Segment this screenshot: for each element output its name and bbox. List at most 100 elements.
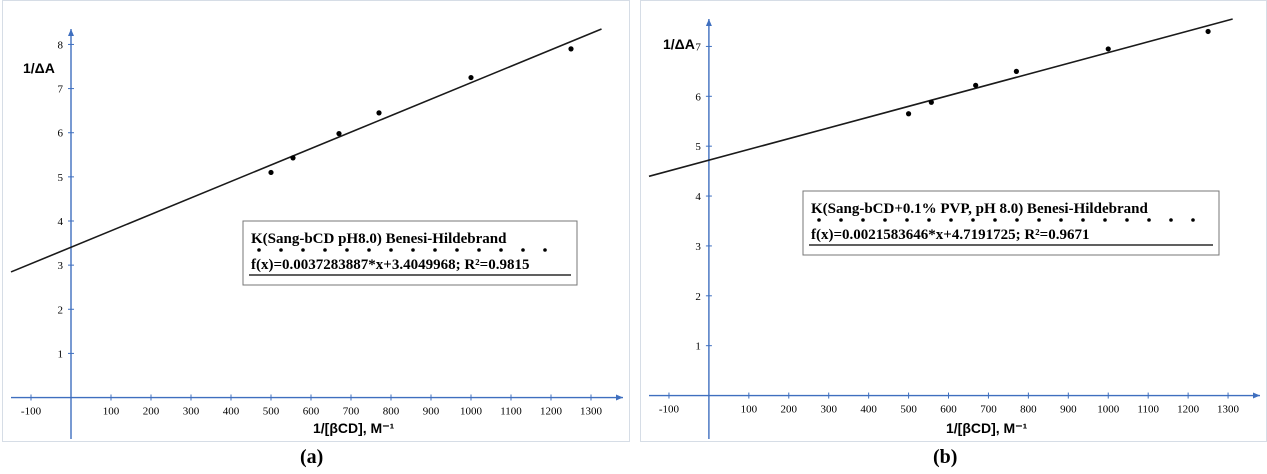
x-tick-label: 300: [183, 406, 200, 418]
x-tick-label: -100: [659, 404, 680, 416]
x-tick-label: 200: [781, 404, 798, 416]
y-tick-label: 6: [58, 128, 64, 140]
x-tick-label: 200: [143, 406, 160, 418]
legend-box: [802, 190, 1220, 256]
y-tick-label: 8: [58, 39, 64, 51]
data-point: [1013, 68, 1019, 74]
x-tick-label: -100: [21, 406, 42, 418]
legend-dot: [971, 218, 975, 222]
fit-line: [10, 28, 602, 273]
legend-dot: [1081, 218, 1085, 222]
legend-dot: [949, 218, 953, 222]
legend-dot: [433, 248, 437, 252]
legend-line2: f(x)=0.0037283887*x+3.4049968; R²=0.9815: [251, 257, 529, 273]
x-tick-label: 600: [303, 406, 320, 418]
legend-dot: [927, 218, 931, 222]
data-point: [568, 46, 574, 52]
data-point: [376, 110, 382, 116]
x-tick-label: 100: [741, 404, 758, 416]
legend-dot: [477, 248, 481, 252]
legend-dot: [1125, 218, 1129, 222]
y-tick-label: 5: [695, 141, 701, 153]
y-tick-label: 6: [695, 91, 701, 103]
legend-dot: [301, 248, 305, 252]
y-tick-label: 2: [695, 291, 701, 303]
legend-dot: [1191, 218, 1195, 222]
x-tick-label: 1300: [1217, 404, 1240, 416]
x-axis-title: 1/[βCD], M⁻¹: [946, 420, 1028, 436]
legend-dot: [1103, 218, 1107, 222]
data-point: [336, 131, 342, 137]
legend-dot: [1169, 218, 1173, 222]
legend-line1: K(Sang-bCD+0.1% PVP, pH 8.0) Benesi-Hild…: [811, 201, 1148, 217]
data-point: [905, 111, 912, 117]
y-tick-label: 2: [58, 304, 64, 316]
legend-line1: K(Sang-bCD pH8.0) Benesi-Hildebrand: [251, 231, 507, 247]
legend-dot: [905, 218, 909, 222]
x-tick-label: 800: [1020, 404, 1037, 416]
data-point: [1205, 28, 1211, 35]
x-tick-label: 600: [940, 404, 957, 416]
legend-dot: [1147, 218, 1151, 222]
legend-dot: [1037, 218, 1041, 222]
data-point: [973, 82, 979, 88]
data-point: [928, 99, 934, 105]
legend-dot: [455, 248, 459, 252]
x-tick-label: 500: [263, 406, 280, 418]
x-tick-label: 100: [103, 406, 120, 418]
data-point: [268, 169, 274, 176]
x-tick-label: 500: [900, 404, 917, 416]
x-tick-label: 1100: [1137, 404, 1159, 416]
legend-dot: [839, 218, 843, 222]
legend-dot: [993, 218, 997, 222]
legend-dot: [817, 218, 821, 222]
x-tick-label: 1200: [1177, 404, 1200, 416]
legend-dot: [521, 248, 525, 252]
y-tick-label: 1: [695, 341, 701, 353]
chart-panel-b: -100 100 200 300 400 500 600 700 800 900 1000 1100 1…: [640, 0, 1267, 442]
x-tick-label: 900: [423, 406, 440, 418]
caption-a: (a): [300, 446, 324, 468]
legend-dot: [499, 248, 503, 252]
y-axis-title: 1/ΔA: [663, 36, 695, 52]
legend-dot: [257, 248, 261, 252]
legend-line2: f(x)=0.0021583646*x+4.7191725; R²=0.9671: [811, 227, 1089, 243]
legend-dot: [367, 248, 371, 252]
y-axis-title: 1/ΔA: [23, 60, 55, 76]
x-axis-arrow: [616, 394, 623, 401]
legend-dot: [861, 218, 865, 222]
chart-a: -100 100 200 300 400 500 600 700 800 900 1000 1100 1…: [10, 28, 623, 439]
x-tick-label: 800: [383, 406, 400, 418]
x-tick-label: 1000: [1097, 404, 1120, 416]
y-tick-label: 7: [58, 84, 64, 96]
data-point: [468, 74, 474, 81]
y-tick-label: 3: [58, 260, 64, 272]
x-tick-label: 400: [223, 406, 240, 418]
legend-dot: [323, 248, 327, 252]
y-tick-label: 4: [695, 191, 701, 203]
data-point: [1105, 46, 1111, 52]
x-tick-label: 700: [343, 406, 360, 418]
y-axis-arrow: [705, 19, 712, 26]
y-tick-label: 7: [695, 41, 701, 53]
x-tick-label: 400: [860, 404, 877, 416]
y-tick-label: 3: [695, 241, 701, 253]
y-tick-label: 4: [58, 216, 64, 228]
x-axis-arrow: [1253, 392, 1260, 399]
y-tick-label: 1: [58, 348, 64, 360]
x-axis-title: 1/[βCD], M⁻¹: [313, 420, 395, 436]
legend-dot: [1015, 218, 1019, 222]
x-tick-label: 1100: [500, 406, 522, 418]
data-point: [290, 155, 296, 161]
x-tick-label: 1300: [580, 406, 603, 418]
legend-dot: [389, 248, 393, 252]
legend-dot: [883, 218, 887, 222]
legend-box: [242, 220, 578, 286]
x-tick-label: 900: [1060, 404, 1077, 416]
legend-dot: [411, 248, 415, 252]
y-axis-arrow: [68, 29, 74, 36]
legend-dot: [1059, 218, 1063, 222]
x-tick-label: 700: [980, 404, 997, 416]
chart-b: -100 100 200 300 400 500 600 700 800 900 1000 1100 1…: [648, 18, 1260, 439]
chart-panel-a: -100 100 200 300 400 500 600 700 800 900 1000 1100 1…: [2, 0, 630, 442]
